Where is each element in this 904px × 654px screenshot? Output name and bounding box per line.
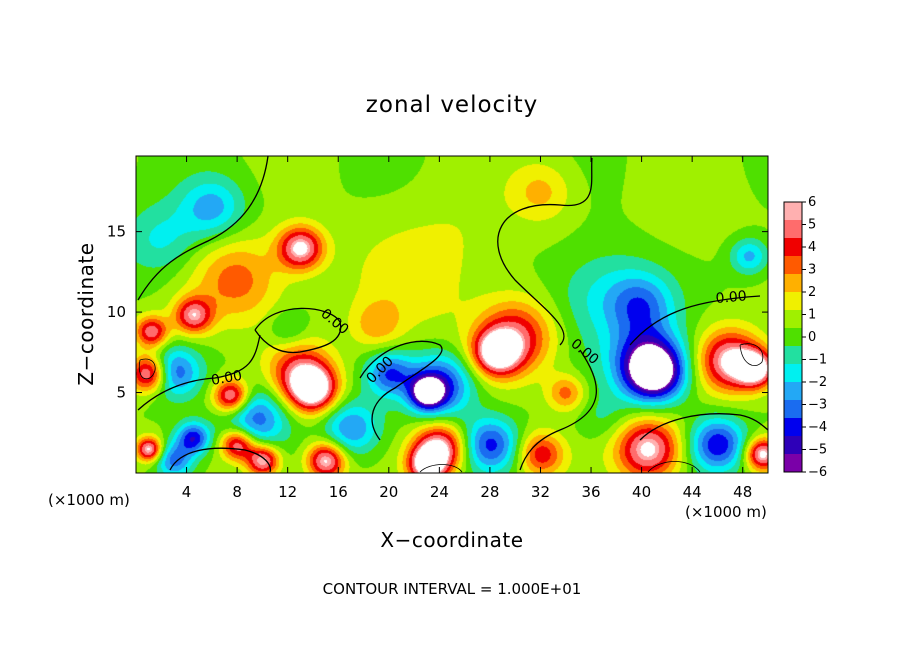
chart-title: zonal velocity: [366, 92, 538, 118]
colorbar-segment: [784, 346, 802, 365]
colorbar-segment: [784, 310, 802, 329]
colorbar-segment: [784, 328, 802, 347]
x-tick-label: 48: [733, 483, 752, 501]
contour-label: 0.00: [210, 368, 243, 389]
contour-label: 0.00: [715, 288, 747, 307]
y-tick-label: 10: [107, 303, 126, 321]
contour-line: [647, 461, 701, 473]
contour-line: [519, 349, 597, 471]
y-axis-title: Z−coordinate: [74, 242, 98, 385]
colorbar-segment: [784, 364, 802, 383]
plot-area: 0.00 0.00 0.00 0.00 0.00 4 8 12 16 20 24 28 32 3…: [107, 155, 769, 501]
contour-line: [137, 155, 269, 301]
x-tick-label: 32: [531, 483, 550, 501]
colorbar-segment: [784, 400, 802, 419]
contour-line: [137, 334, 261, 411]
colorbar-tick-label: −4: [808, 420, 827, 435]
contour-line: [639, 413, 769, 441]
contour-line: [254, 307, 342, 354]
zero-contours: [137, 155, 769, 473]
colorbar-segment: [784, 418, 802, 437]
colorbar-tick-label: −2: [808, 375, 827, 390]
x-tick-label: 40: [632, 483, 651, 501]
colorbar-tick-label: 5: [808, 218, 816, 233]
heatmap-field: [136, 156, 768, 473]
x-axis-title: X−coordinate: [380, 528, 523, 552]
x-unit-label-left: (×1000 m): [48, 491, 130, 509]
colorbar-tick-label: −1: [808, 353, 827, 368]
x-tick-label: 44: [683, 483, 702, 501]
contour-line: [419, 464, 463, 473]
x-tick-label: 8: [232, 483, 242, 501]
colorbar-tick-label: −5: [808, 443, 827, 458]
x-tick-label: 20: [379, 483, 398, 501]
colorbar-tick-label: −6: [808, 465, 827, 480]
colorbar-tick-label: −3: [808, 398, 827, 413]
colorbar-tick-label: 1: [808, 308, 816, 323]
colorbar-tick-label: 2: [808, 285, 816, 300]
x-tick-label: 4: [182, 483, 192, 501]
x-axis: 4 8 12 16 20 24 28 32 36 40 44 48: [182, 156, 752, 501]
colorbar-segment: [784, 382, 802, 401]
x-tick-label: 28: [480, 483, 499, 501]
contour-line: [739, 343, 764, 366]
colorbar-segment: [784, 202, 802, 221]
contour-line: [138, 358, 156, 380]
colorbar: 6 5 4 3 2 1 0 −1 −2 −3 −4 −5 −6: [783, 195, 827, 480]
y-axis: 5 10 15: [107, 223, 768, 402]
colorbar-segment: [784, 220, 802, 239]
colorbar-segment: [784, 436, 802, 455]
contour-interval-note: CONTOUR INTERVAL = 1.000E+01: [323, 580, 582, 598]
x-unit-label-right: (×1000 m): [685, 503, 767, 521]
colorbar-tick-label: 3: [808, 263, 816, 278]
colorbar-tick-label: 4: [808, 240, 816, 255]
colorbar-segment: [784, 274, 802, 293]
x-tick-label: 36: [581, 483, 600, 501]
colorbar-segment: [784, 292, 802, 311]
contour-line: [169, 447, 271, 473]
contour-line: [629, 295, 761, 346]
x-tick-label: 12: [278, 483, 297, 501]
colorbar-tick-label: 6: [808, 195, 816, 210]
contour-line: [497, 157, 593, 346]
colorbar-segment: [784, 238, 802, 257]
x-tick-label: 16: [329, 483, 348, 501]
colorbar-segment: [784, 454, 802, 473]
x-tick-label: 24: [430, 483, 449, 501]
colorbar-tick-label: 0: [808, 330, 816, 345]
contour-line: [359, 340, 443, 441]
y-tick-label: 5: [116, 384, 126, 402]
y-tick-label: 15: [107, 223, 126, 241]
colorbar-segment: [784, 256, 802, 275]
plot-frame: [135, 155, 769, 474]
